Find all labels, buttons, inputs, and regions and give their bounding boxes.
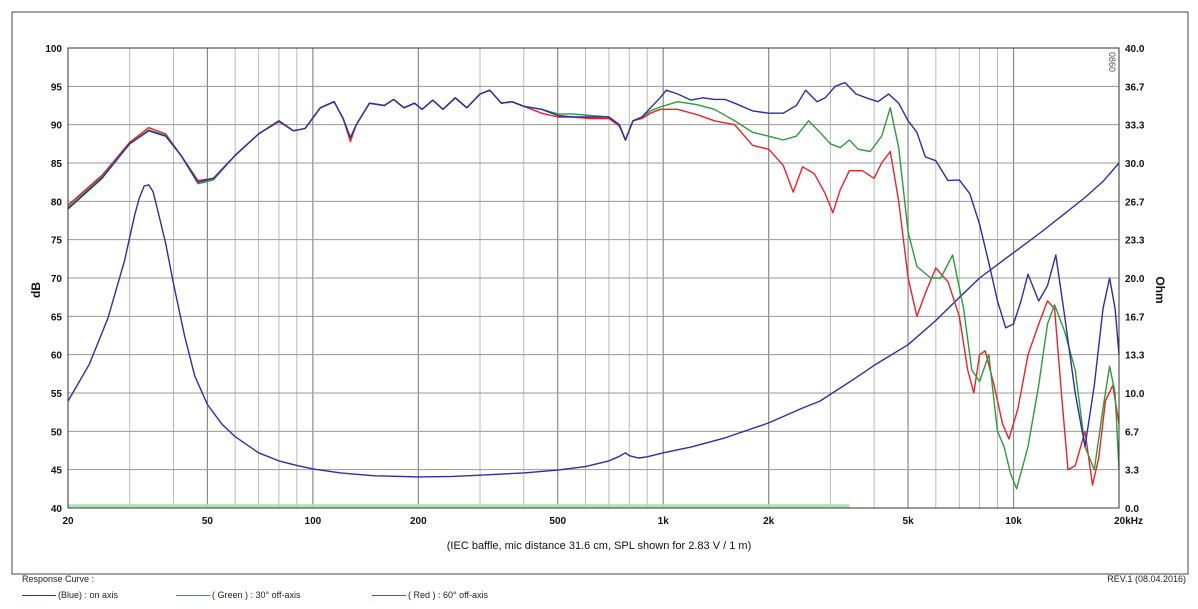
legend-swatch-green — [176, 594, 210, 596]
y-tick-label: 75 — [51, 236, 63, 247]
y2-tick-label: 3.3 — [1125, 466, 1139, 477]
legend-item-green: ( Green ) : 30° off-axis — [176, 590, 300, 600]
grid — [68, 48, 1119, 508]
y-tick-label: 85 — [51, 159, 63, 170]
watermark-code: 0860 — [1107, 52, 1117, 72]
y2-tick-labels: 40.0 36.7 33.3 30.0 26.7 23.3 20.0 16.7 13.3 10.0… — [1125, 44, 1145, 515]
y2-tick-label: 36.7 — [1125, 82, 1145, 93]
y-tick-label: 45 — [51, 466, 63, 477]
x-tick-label: 100 — [305, 516, 322, 527]
x-tick-label: 1k — [658, 516, 670, 527]
y-tick-label: 55 — [51, 389, 63, 400]
y-axis-title: dB — [29, 282, 43, 298]
y2-axis-title: Ohm — [1153, 276, 1167, 303]
x-tick-label: 500 — [549, 516, 566, 527]
x-tick-label: 10k — [1005, 516, 1022, 527]
y2-tick-label: 13.3 — [1125, 351, 1145, 362]
y-tick-label: 70 — [51, 274, 63, 285]
x-tick-label: 5k — [903, 516, 915, 527]
x-tick-label: 50 — [202, 516, 214, 527]
revision-label: REV.1 (08.04.2016) — [1107, 574, 1186, 584]
x-tick-label: 2k — [763, 516, 775, 527]
y-tick-label: 50 — [51, 427, 63, 438]
y2-tick-label: 6.7 — [1125, 427, 1139, 438]
legend-label-blue: (Blue) : on axis — [58, 590, 119, 600]
x-tick-label: 20kHz — [1114, 516, 1143, 527]
y-tick-label: 65 — [51, 312, 63, 323]
legend-label-red: ( Red ) : 60° off-axis — [408, 590, 488, 600]
y-tick-label: 80 — [51, 197, 63, 208]
y-tick-label: 95 — [51, 82, 63, 93]
y2-tick-label: 30.0 — [1125, 159, 1145, 170]
y2-tick-label: 23.3 — [1125, 236, 1145, 247]
y2-tick-label: 26.7 — [1125, 197, 1145, 208]
series-lines — [67, 81, 1120, 490]
y2-tick-label: 16.7 — [1125, 312, 1145, 323]
y2-tick-label: 20.0 — [1125, 274, 1145, 285]
legend-item-blue: (Blue) : on axis — [22, 590, 118, 600]
x-tick-label: 20 — [62, 516, 74, 527]
y2-tick-label: 0.0 — [1125, 504, 1139, 515]
x-tick-label: 200 — [410, 516, 427, 527]
response-curve-label: Response Curve : — [22, 574, 95, 584]
x-tick-labels: 20 50 100 200 500 1k 2k 5k 10k 20kHz — [62, 516, 1143, 527]
legend-swatch-blue — [22, 594, 56, 596]
series-line--blue-on-axis — [67, 81, 1120, 448]
y-tick-label: 60 — [51, 351, 63, 362]
series-line-impedance — [67, 162, 1120, 478]
legend-label-green: ( Green ) : 30° off-axis — [212, 590, 301, 600]
y-tick-labels: 100 95 90 85 80 75 70 65 60 55 50 45 40 — [45, 44, 62, 515]
y-tick-label: 90 — [51, 121, 63, 132]
legend-swatch-red — [372, 594, 406, 596]
y2-tick-label: 33.3 — [1125, 121, 1145, 132]
x-axis-caption: (IEC baffle, mic distance 31.6 cm, SPL s… — [447, 540, 751, 552]
chart-outer-frame — [11, 11, 1189, 575]
plot-frame — [67, 47, 1120, 509]
y2-tick-label: 40.0 — [1125, 44, 1145, 55]
y-tick-label: 40 — [51, 504, 63, 515]
y-tick-label: 100 — [45, 44, 62, 55]
legend-item-red: ( Red ) : 60° off-axis — [372, 590, 488, 600]
y2-tick-label: 10.0 — [1125, 389, 1145, 400]
